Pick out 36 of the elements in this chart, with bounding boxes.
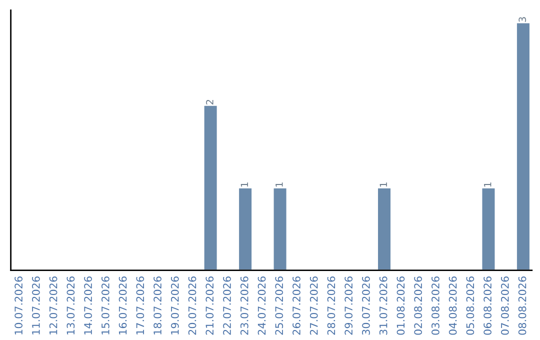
x-tick-label: 02.08.2026 <box>414 276 422 335</box>
data-label: 2 <box>206 100 214 104</box>
x-tick-label: 07.08.2026 <box>500 276 509 335</box>
x-tick-label: 14.07.2026 <box>84 276 92 334</box>
data-label: 1 <box>240 182 248 187</box>
x-tick-label: 24.07.2026 <box>258 276 266 335</box>
x-tick-label: 23.07.2026 <box>240 276 248 335</box>
data-label: 3 <box>518 17 526 22</box>
x-tick-label: 20.07.2026 <box>188 276 196 335</box>
x-tick-label: 17.07.2026 <box>136 276 144 334</box>
x-tick-label: 28.07.2026 <box>327 276 336 335</box>
x-tick-label: 31.07.2026 <box>379 276 388 335</box>
x-tick-label: 12.07.2026 <box>49 276 58 334</box>
x-tick-label: 19.07.2026 <box>170 276 179 334</box>
x-tick-label: 25.07.2026 <box>275 276 284 335</box>
x-tick-label: 22.07.2026 <box>223 276 231 335</box>
x-tick-label: 01.08.2026 <box>396 276 405 335</box>
x-tick-label: 21.07.2026 <box>206 276 214 335</box>
x-tick-label: 03.08.2026 <box>432 276 440 335</box>
x-tick-label: 05.08.2026 <box>466 276 474 335</box>
x-tick-label: 11.07.2026 <box>32 276 40 334</box>
data-label: 1 <box>276 182 283 187</box>
x-tick-label: 06.08.2026 <box>484 276 492 335</box>
data-label: 1 <box>380 182 387 187</box>
x-tick-label: 18.07.2026 <box>154 276 162 334</box>
x-tick-label: 27.07.2026 <box>310 276 318 335</box>
x-tick-label: 10.07.2026 <box>14 276 23 334</box>
data-label: 1 <box>484 182 492 187</box>
x-tick-label: 16.07.2026 <box>118 276 127 334</box>
x-tick-label: 15.07.2026 <box>101 276 110 334</box>
x-tick-label: 04.08.2026 <box>448 276 457 335</box>
x-tick-label: 08.08.2026 <box>518 276 526 335</box>
x-tick-label: 29.07.2026 <box>344 276 353 335</box>
x-tick-label: 30.07.2026 <box>362 276 370 335</box>
x-tick-label: 26.07.2026 <box>292 276 300 335</box>
x-tick-label: 13.07.2026 <box>66 276 75 334</box>
